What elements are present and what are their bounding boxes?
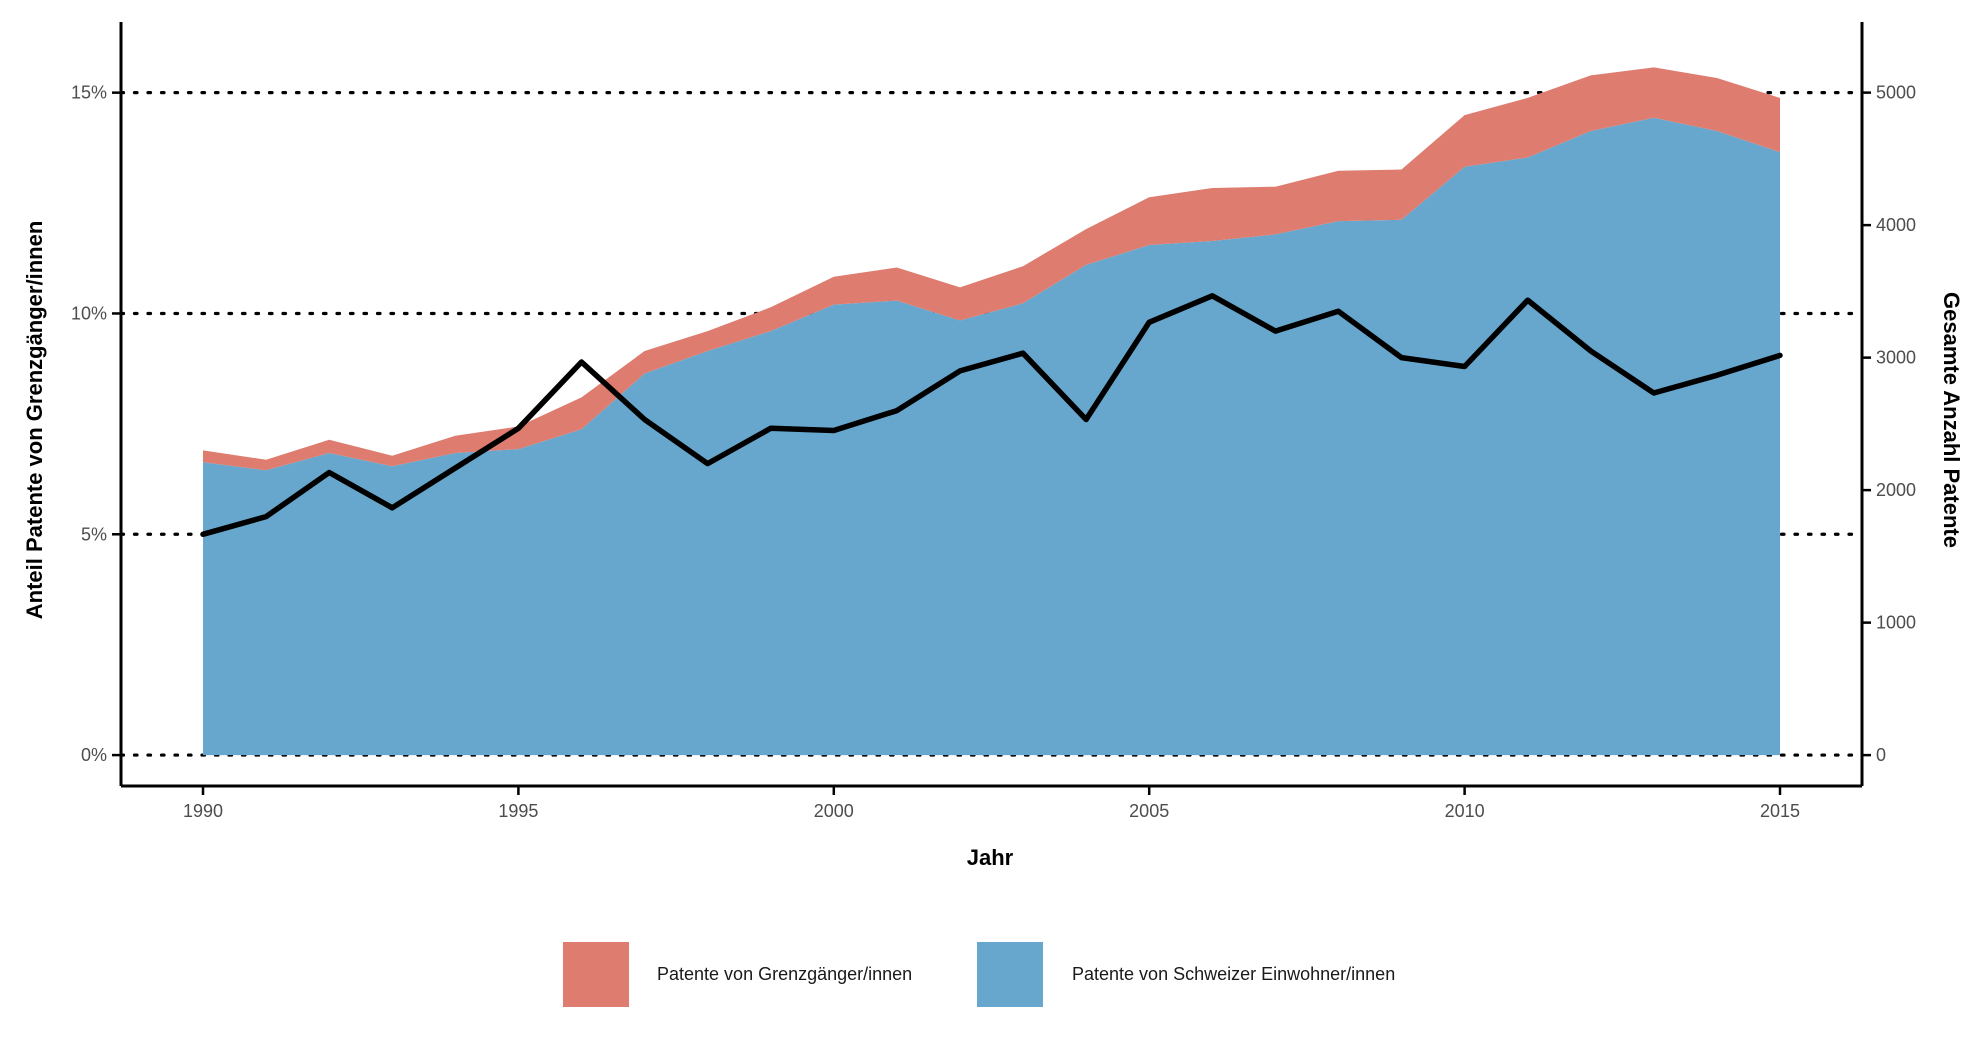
line-layer [200, 293, 1783, 538]
tick-layer: 0% 5% 10% 15% 0 1000 2000 3000 4000 5000 1990 1995 2… [71, 83, 1916, 821]
y-right-tick-label: 0 [1876, 745, 1886, 765]
legend-swatch-grenzgaenger [561, 940, 631, 1009]
y-right-tick-label: 1000 [1876, 613, 1916, 633]
axis-layer [112, 22, 1871, 795]
x-axis-title: Jahr [967, 845, 1014, 870]
legend-swatch-schweizer [975, 940, 1045, 1009]
y-left-tick-label: 10% [71, 303, 107, 323]
x-tick-label: 2005 [1129, 801, 1169, 821]
y-right-tick-label: 5000 [1876, 83, 1916, 103]
x-tick-label: 1995 [498, 801, 538, 821]
x-tick-label: 2015 [1760, 801, 1800, 821]
y-left-tick-label: 5% [81, 524, 107, 544]
x-tick-label: 2010 [1445, 801, 1485, 821]
y-axis-left-title: Anteil Patente von Grenzgänger/innen [22, 221, 47, 620]
area-grenzgaenger [203, 67, 1780, 471]
area-schweizer-einwohner [203, 117, 1780, 756]
legend: Patente von Grenzgänger/innen Patente vo… [561, 940, 1395, 1009]
y-axis-right-title: Gesamte Anzahl Patente [1939, 292, 1964, 548]
legend-label-grenzgaenger: Patente von Grenzgänger/innen [657, 964, 912, 984]
x-tick-label: 1990 [183, 801, 223, 821]
y-right-tick-label: 4000 [1876, 215, 1916, 235]
y-right-tick-label: 2000 [1876, 480, 1916, 500]
y-left-tick-label: 0% [81, 745, 107, 765]
y-right-tick-label: 3000 [1876, 348, 1916, 368]
x-tick-label: 2000 [814, 801, 854, 821]
line-anteil-grenzgaenger [200, 293, 1783, 538]
legend-label-schweizer: Patente von Schweizer Einwohner/innen [1072, 964, 1395, 984]
y-left-tick-label: 15% [71, 83, 107, 103]
area-layer [203, 67, 1780, 756]
